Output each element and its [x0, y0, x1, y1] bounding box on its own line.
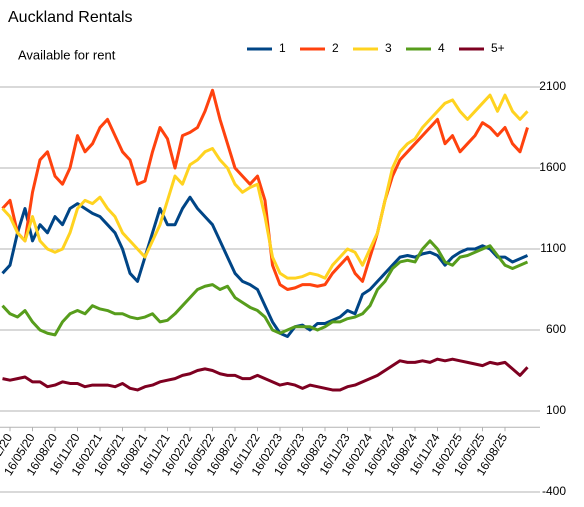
legend-label: 3	[385, 41, 392, 55]
legend-label: 5+	[491, 41, 505, 55]
y-tick-label: 1600	[539, 160, 566, 174]
line-series	[1, 195, 529, 338]
legend-label: 2	[332, 41, 339, 55]
chart-subtitle: Available for rent	[18, 47, 116, 62]
chart-title: Auckland Rentals	[8, 9, 133, 26]
legend-label: 4	[438, 41, 445, 55]
y-tick-label: 2100	[539, 79, 566, 93]
line-series	[1, 239, 529, 337]
y-tick-label: 100	[546, 403, 566, 417]
line-series	[1, 93, 529, 280]
legend-label: 1	[279, 41, 286, 55]
y-tick-label: 1100	[540, 241, 566, 255]
y-tick-label: -400	[542, 484, 566, 498]
line-series	[2, 357, 529, 392]
line-series	[1, 88, 529, 291]
y-tick-label: 600	[546, 322, 566, 336]
